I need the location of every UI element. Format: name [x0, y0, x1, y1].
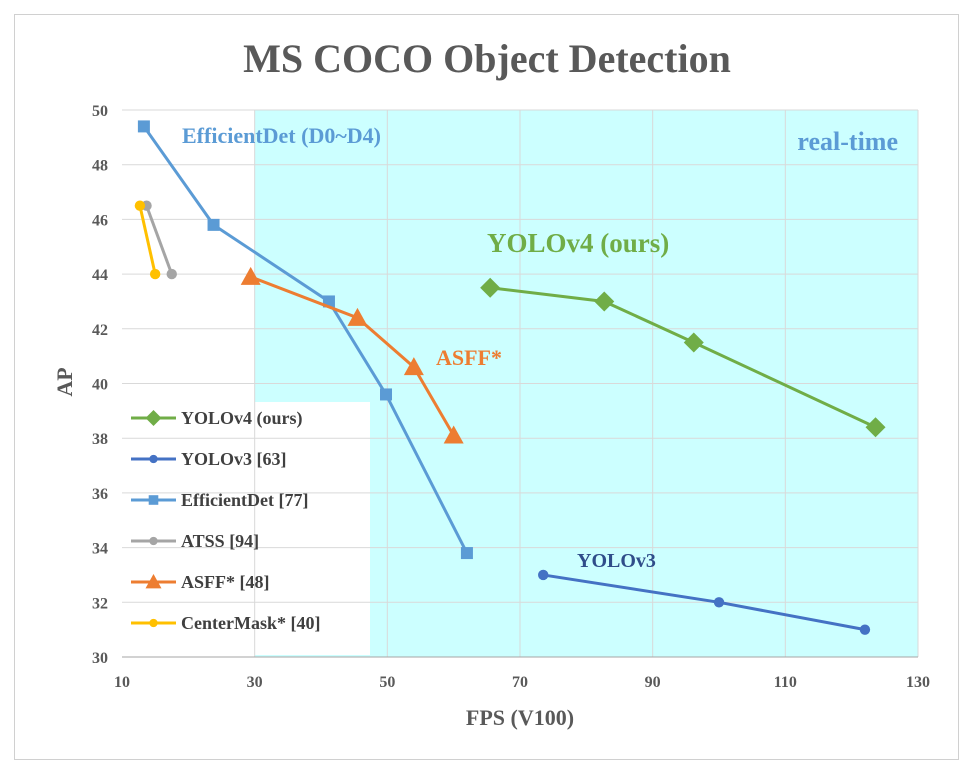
x-axis-label: FPS (V100) [466, 705, 574, 730]
x-tick-label: 130 [906, 674, 930, 691]
annotation-label: real-time [797, 127, 898, 156]
data-point [859, 624, 871, 635]
data-point [594, 291, 615, 312]
legend-item: YOLOv4 (ours) [131, 408, 303, 429]
series-centermask-40 [134, 200, 161, 280]
chart-title: MS COCO Object Detection [243, 36, 731, 81]
y-tick-label: 36 [92, 486, 108, 503]
y-tick-label: 40 [92, 377, 108, 394]
legend-item: CenterMask* [40] [131, 613, 320, 633]
legend-item: YOLOv3 [63] [131, 449, 287, 469]
x-tick-label: 110 [774, 674, 797, 691]
data-point [134, 200, 146, 211]
series-asff-48 [240, 266, 464, 444]
data-point [166, 268, 177, 280]
series-line [489, 286, 877, 429]
grid [122, 109, 919, 657]
data-point [380, 388, 393, 401]
data-point [480, 277, 501, 298]
data-point [443, 425, 464, 444]
legend-item: EfficientDet [77] [131, 490, 308, 510]
annotation-label: YOLOv4 (ours) [487, 228, 669, 258]
y-tick-label: 42 [92, 322, 108, 339]
data-point [207, 218, 220, 231]
data-point [538, 569, 549, 581]
legend: YOLOv4 (ours) YOLOv3 [63] EfficientDet [77… [131, 408, 320, 633]
y-tick-label: 48 [92, 158, 108, 175]
legend-marker [145, 410, 162, 426]
data-point [347, 307, 368, 326]
legend-label: ATSS [94] [181, 531, 259, 551]
data-point [149, 268, 161, 280]
annotation-label: YOLOv3 [577, 550, 656, 572]
series-yolov4-ours [480, 277, 886, 438]
data-point [865, 417, 886, 438]
legend-label: YOLOv3 [63] [181, 449, 287, 469]
legend-label: ASFF* [48] [181, 572, 270, 592]
data-point [137, 120, 150, 133]
annotation-label: ASFF* [436, 345, 502, 370]
series-line [138, 205, 157, 275]
series-line [145, 205, 174, 275]
x-tick-label: 70 [512, 674, 528, 691]
x-ticks: 10 30 50 70 90 110 130 [114, 674, 930, 691]
y-tick-label: 50 [92, 103, 108, 120]
annotation-label: EfficientDet (D0~D4) [182, 123, 381, 148]
legend-marker [145, 574, 162, 589]
y-tick-label: 34 [92, 541, 108, 558]
y-tick-label: 30 [92, 650, 108, 667]
series-group [134, 120, 886, 635]
data-point [683, 332, 704, 353]
data-point [240, 266, 261, 285]
legend-item: ATSS [94] [131, 531, 259, 551]
x-tick-label: 50 [379, 674, 395, 691]
legend-marker [149, 536, 158, 546]
data-point [460, 547, 473, 560]
y-tick-label: 32 [92, 595, 108, 612]
y-tick-label: 38 [92, 431, 108, 448]
y-ticks: 30 32 34 36 38 40 42 44 46 48 50 [92, 103, 108, 667]
legend-marker [149, 454, 158, 464]
series-line [250, 275, 455, 437]
y-axis-label: AP [52, 367, 77, 396]
x-tick-label: 30 [247, 674, 263, 691]
x-tick-label: 90 [645, 674, 661, 691]
legend-label: EfficientDet [77] [181, 490, 308, 510]
series-efficientdet-77 [137, 120, 473, 560]
annotations: EfficientDet (D0~D4) real-time YOLOv4 (our… [182, 123, 898, 572]
legend-background [125, 402, 370, 655]
y-tick-label: 46 [92, 212, 108, 229]
legend-label: YOLOv4 (ours) [181, 408, 303, 429]
y-tick-label: 44 [92, 267, 108, 284]
data-point [403, 357, 424, 376]
legend-marker [149, 618, 158, 628]
x-tick-label: 10 [114, 674, 130, 691]
data-point [713, 597, 725, 608]
series-yolov3-63 [538, 569, 871, 635]
legend-label: CenterMask* [40] [181, 613, 320, 633]
legend-marker [148, 495, 159, 505]
legend-item: ASFF* [48] [131, 572, 270, 592]
